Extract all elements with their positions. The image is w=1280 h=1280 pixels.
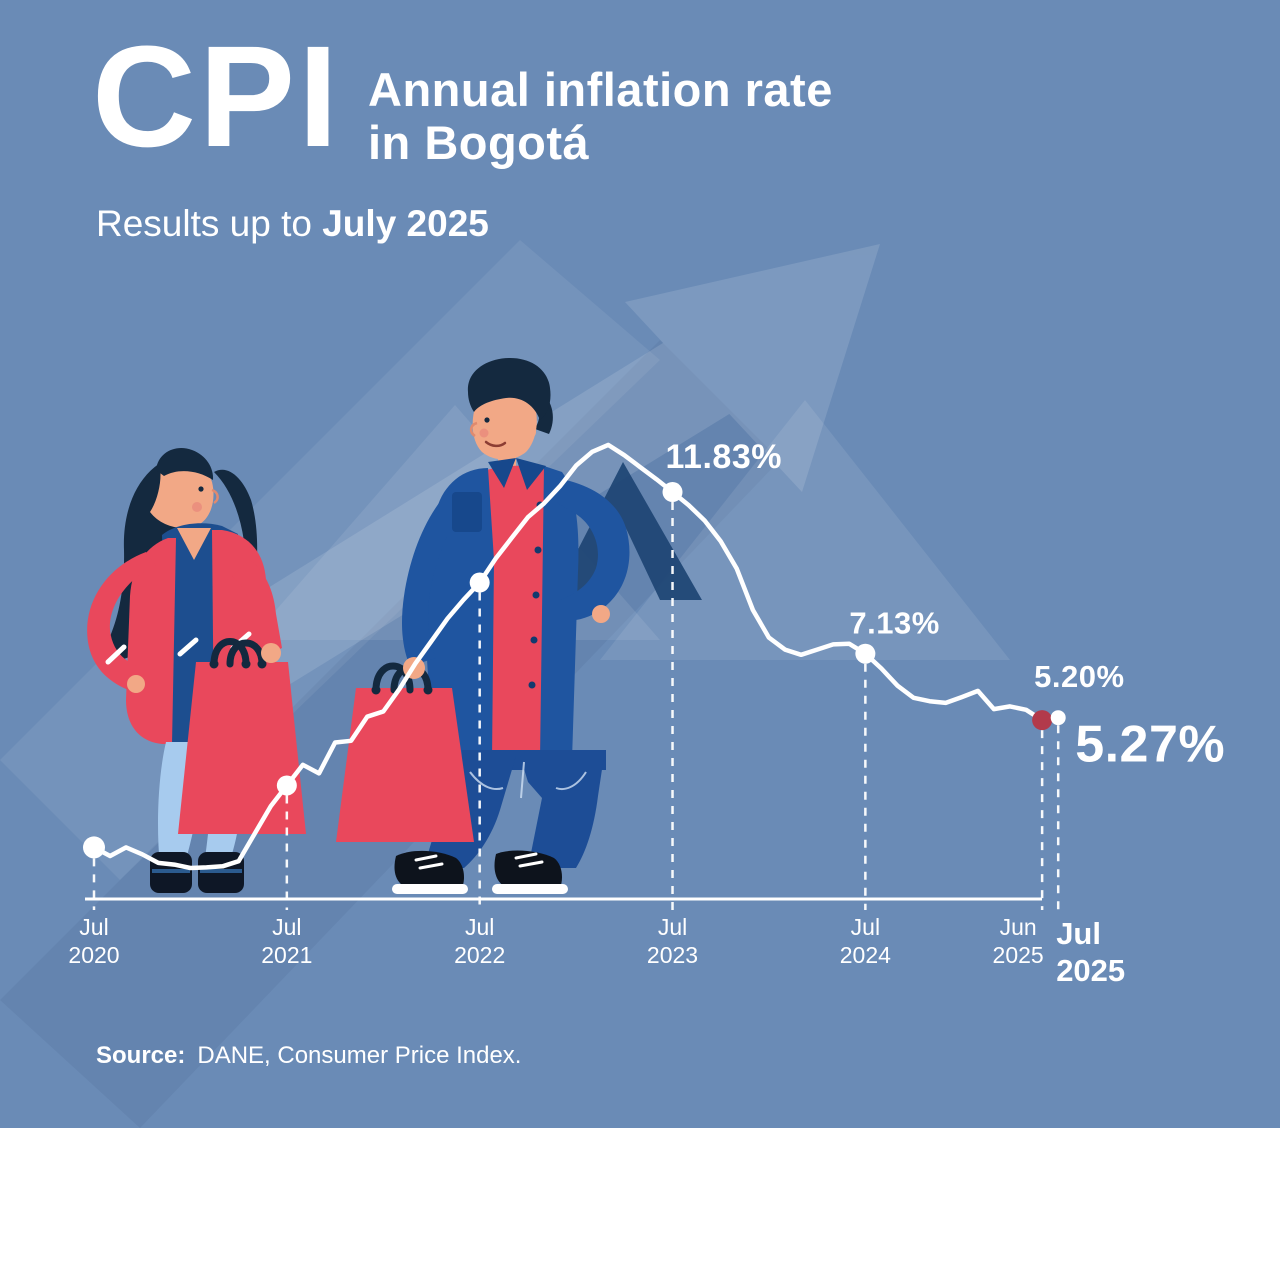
subtitle-period: July 2025: [322, 203, 489, 244]
x-tick-jul-2021-l1: Jul: [272, 914, 301, 940]
x-tick-jul-2023-l1: Jul: [658, 914, 687, 940]
man-cheek: [479, 428, 489, 438]
man-hand-hip: [592, 605, 610, 623]
woman-illustration: [87, 448, 306, 893]
dot-jul-2022: [469, 572, 490, 593]
man-shopping-bag: [336, 688, 474, 842]
accent-dot-jun-2025: [1032, 710, 1053, 731]
jacket-highlight-1: [105, 644, 127, 665]
footer-band: ALCALDÍA MAYOR DE BOGOTÁ D.C. OBSERVATOR…: [0, 1128, 1280, 1280]
woman-nose: [211, 488, 219, 505]
dot-jul-2023: [662, 482, 683, 503]
woman-bag-handles: [210, 638, 266, 668]
x-tick-jul-2022-l1: Jul: [465, 914, 494, 940]
x-tick-jul-2023-l2: 2023: [647, 942, 698, 968]
sneaker-sole-left: [392, 884, 468, 894]
man-illustration: [336, 358, 630, 894]
dot-jul-2025: [1050, 710, 1066, 726]
man-hair: [467, 358, 551, 420]
man-collar-left: [488, 458, 516, 488]
man-sneaker-left: [394, 850, 464, 888]
man-nose: [469, 421, 478, 438]
x-tick-jul-2021-l2: 2021: [261, 942, 312, 968]
source-note: Source: DANE, Consumer Price Index.: [96, 1042, 521, 1070]
x-tick-jun-2025-l2: 2025: [993, 942, 1044, 968]
jeans-stitching: [469, 761, 587, 799]
woman-hand-bag: [261, 643, 281, 663]
value-label-11.83: 11.83%: [666, 438, 782, 476]
page-title-line2: in Bogotá: [368, 115, 590, 169]
dot-jul-2020: [83, 836, 105, 859]
woman-hair-strand: [214, 469, 258, 622]
woman-eye: [198, 486, 204, 492]
mountain-triangle-right: [600, 400, 1010, 660]
man-smile: [484, 440, 507, 448]
bag-handle-knob: [423, 685, 433, 695]
bag-handle-knob: [371, 685, 381, 695]
woman-arm-akimbo: [87, 552, 156, 692]
dot-jul-2021: [276, 775, 297, 796]
x-tick-jul-2025-l2: 2025: [1056, 953, 1125, 988]
dark-chevron: [552, 462, 702, 600]
jacket-highlight-2: [177, 637, 199, 657]
man-arm-hip: [556, 478, 630, 620]
bag-handle-knob: [241, 659, 251, 669]
value-label-7.13: 7.13%: [849, 606, 939, 641]
x-tick-jul-2020-l2: 2020: [68, 942, 119, 968]
dot-jul-2024: [855, 643, 876, 664]
x-tick-jul-2022-l2: 2022: [454, 942, 505, 968]
woman-arm-bag: [232, 560, 282, 658]
sneaker-laces: [414, 852, 544, 870]
woman-hair-top: [156, 448, 214, 480]
man-sneaker-right: [494, 850, 562, 888]
woman-shopping-bag: [178, 662, 306, 834]
sneaker-sole-right: [492, 884, 568, 894]
man-chest-pocket: [452, 492, 482, 532]
man-jacket-right: [540, 466, 579, 760]
page-title: Annual inflation rate in Bogotá: [368, 63, 833, 169]
source-label: Source:: [96, 1042, 186, 1069]
x-tick-jul-2024-l2: 2024: [840, 942, 891, 968]
source-text: DANE, Consumer Price Index.: [197, 1042, 522, 1069]
value-label-5.27: 5.27%: [1075, 716, 1225, 774]
woman-cheek: [192, 502, 202, 512]
bag-handle-knob: [257, 659, 267, 669]
man-arm-bag: [402, 494, 466, 666]
subtitle-prefix: Results up to: [96, 203, 323, 244]
value-label-5.20: 5.20%: [1034, 659, 1124, 694]
woman-hand-hip: [127, 675, 145, 693]
man-jeans-right-leg: [520, 756, 604, 868]
x-tick-jul-2025-l1: Jul: [1056, 916, 1101, 951]
man-head: [472, 386, 537, 460]
page-title-line1: Annual inflation rate: [368, 63, 833, 116]
x-tick-jul-2024-l1: Jul: [851, 914, 880, 940]
x-tick-jul-2020-l1: Jul: [79, 914, 108, 940]
woman-vneck: [177, 528, 211, 560]
bag-handle-knob: [209, 659, 219, 669]
man-ear: [524, 426, 536, 438]
page-subtitle: Results up to July 2025: [96, 203, 489, 245]
man-eye: [484, 417, 490, 423]
inflation-line: [91, 442, 1061, 871]
page-title-acronym: CPI: [92, 16, 342, 177]
man-collar-right: [516, 458, 546, 490]
x-tick-jun-2025-l1: Jun: [1000, 914, 1037, 940]
